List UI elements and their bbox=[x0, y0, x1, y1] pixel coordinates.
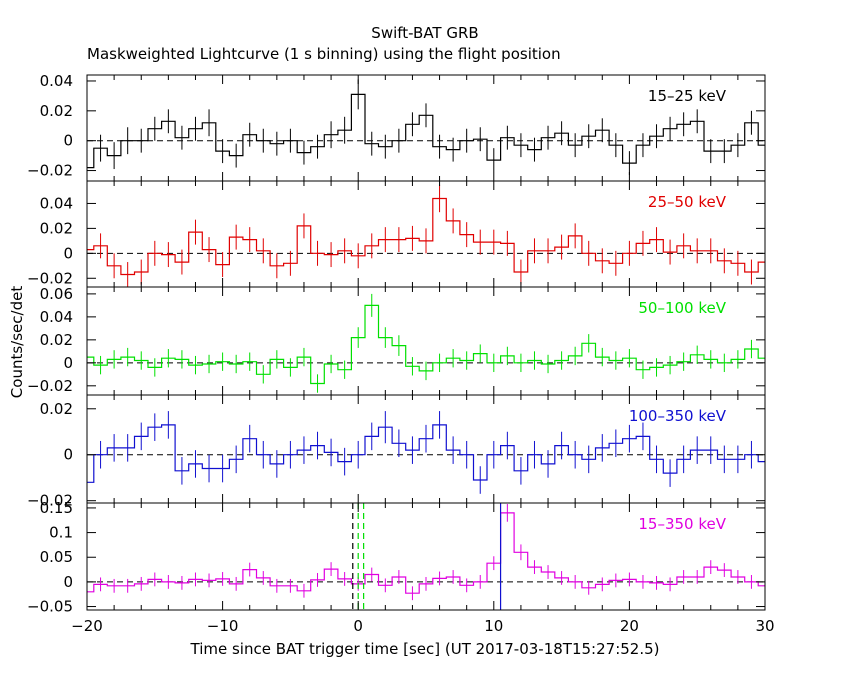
y-tick-label: 0.06 bbox=[40, 285, 73, 303]
y-tick-label: 0.02 bbox=[40, 400, 73, 418]
series-label: 50–100 keV bbox=[638, 299, 726, 317]
series-label: 15–350 keV bbox=[638, 515, 726, 533]
y-tick-label: −0.05 bbox=[27, 598, 73, 616]
y-tick-label: 0.02 bbox=[40, 331, 73, 349]
panel-frame bbox=[86, 502, 766, 611]
y-tick-label: 0.1 bbox=[49, 524, 73, 542]
series-label: 100–350 keV bbox=[629, 407, 727, 425]
y-tick-label: 0.02 bbox=[40, 219, 73, 237]
x-tick-label: 20 bbox=[620, 617, 639, 635]
y-tick-label: −0.02 bbox=[27, 377, 73, 395]
chart-title: Swift-BAT GRB bbox=[371, 24, 479, 42]
y-tick-label: 0 bbox=[63, 354, 73, 372]
x-tick-label: −20 bbox=[71, 617, 103, 635]
panel-2 bbox=[86, 180, 766, 288]
y-tick-label: 0.04 bbox=[40, 308, 73, 326]
y-tick-label: 0 bbox=[63, 446, 73, 464]
x-axis-label: Time since BAT trigger time [sec] (UT 20… bbox=[190, 640, 660, 658]
panel-3 bbox=[86, 286, 766, 396]
panel-5 bbox=[86, 502, 766, 611]
x-tick-label: 10 bbox=[484, 617, 503, 635]
y-tick-label: −0.02 bbox=[27, 269, 73, 287]
x-tick-label: 30 bbox=[755, 617, 774, 635]
chart-subtitle: Maskweighted Lightcurve (1 s binning) us… bbox=[87, 45, 561, 63]
y-tick-label: 0.04 bbox=[40, 194, 73, 212]
y-tick-label: −0.02 bbox=[27, 162, 73, 180]
panel-1 bbox=[86, 74, 766, 182]
y-tick-label: 0.15 bbox=[40, 499, 73, 517]
x-tick-label: −10 bbox=[207, 617, 239, 635]
series-line bbox=[87, 197, 765, 276]
y-tick-label: 0 bbox=[63, 573, 73, 591]
y-tick-label: 0.05 bbox=[40, 548, 73, 566]
y-tick-label: −0.02 bbox=[27, 492, 73, 510]
series-line bbox=[87, 512, 765, 594]
x-tick-label: 0 bbox=[353, 617, 363, 635]
series-label: 15–25 keV bbox=[648, 87, 727, 105]
y-axis-label: Counts/sec/det bbox=[8, 286, 26, 399]
y-tick-label: 0.04 bbox=[40, 72, 73, 90]
y-tick-label: 0 bbox=[63, 132, 73, 150]
series-label: 25–50 keV bbox=[648, 193, 727, 211]
y-tick-label: 0.02 bbox=[40, 102, 73, 120]
y-tick-label: 0 bbox=[63, 244, 73, 262]
